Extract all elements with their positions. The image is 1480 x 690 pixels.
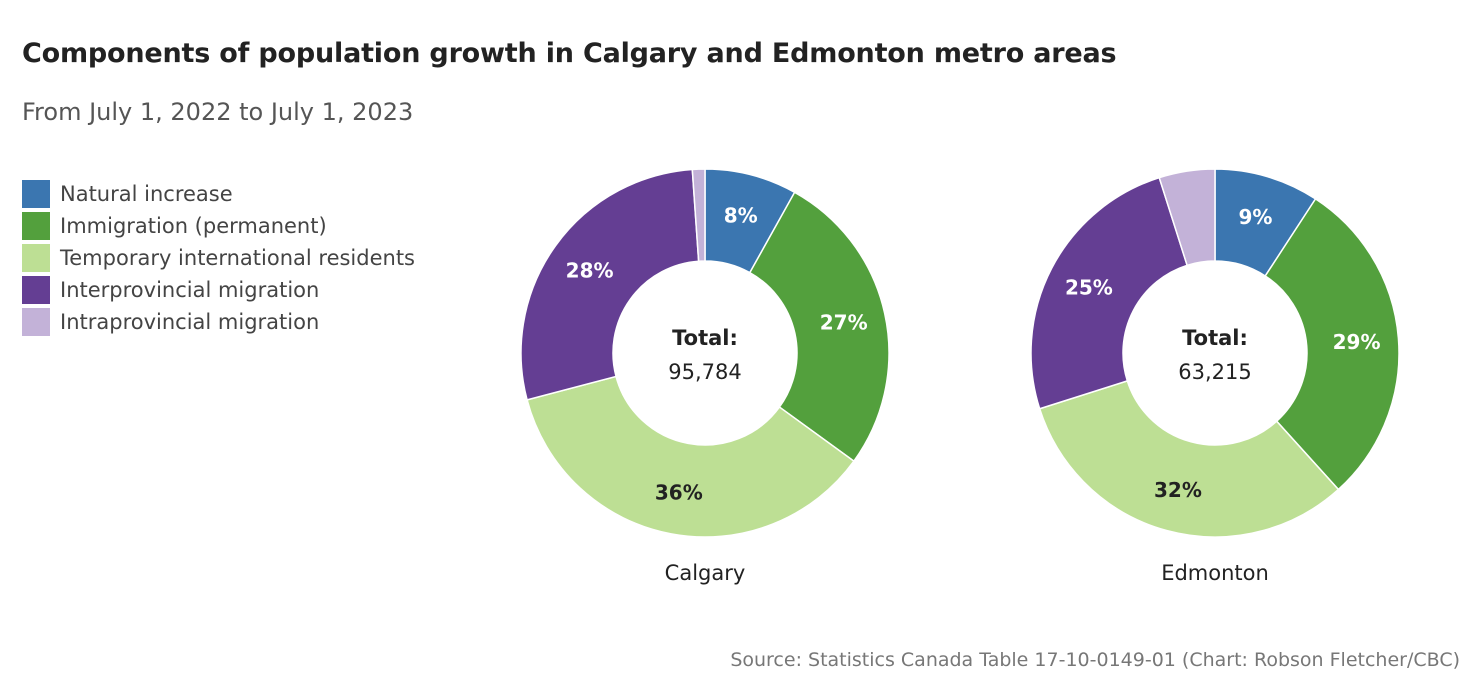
legend-swatch: [22, 180, 50, 208]
slice-label: 32%: [1154, 478, 1202, 502]
legend-label: Immigration (permanent): [60, 214, 327, 238]
slice-intraprovincial-migration: [691, 168, 706, 263]
legend-swatch: [22, 212, 50, 240]
legend-item-natural-increase: Natural increase: [22, 178, 415, 210]
slice-label: 27%: [820, 310, 868, 334]
legend-item-interprovincial: Interprovincial migration: [22, 274, 415, 306]
source-note: Source: Statistics Canada Table 17-10-01…: [730, 649, 1460, 671]
legend-swatch: [22, 244, 50, 272]
slice-label: 9%: [1238, 205, 1272, 229]
slice-temporary-international-residents: [1038, 379, 1340, 538]
legend-swatch: [22, 308, 50, 336]
total-value: 95,784: [668, 360, 741, 384]
slice-label: 8%: [724, 204, 758, 228]
legend-item-temporary-residents: Temporary international residents: [22, 242, 415, 274]
slice-interprovincial-migration: [520, 168, 700, 401]
legend-label: Temporary international residents: [60, 246, 416, 270]
total-value: 63,215: [1178, 360, 1251, 384]
legend-label: Natural increase: [60, 182, 233, 206]
slice-label: 36%: [655, 481, 703, 505]
legend-item-intraprovincial: Intraprovincial migration: [22, 306, 415, 338]
slice-label: 29%: [1333, 330, 1381, 354]
donut-calgary: 8% 27% 36% 28% Total: 95,784 Calgary: [520, 168, 890, 585]
legend: Natural increase Immigration (permanent)…: [22, 178, 415, 338]
chart-subtitle: From July 1, 2022 to July 1, 2023: [22, 98, 414, 126]
slice-label: 28%: [566, 258, 614, 282]
slice-label: 25%: [1065, 276, 1113, 300]
slice-interprovincial-migration: [1030, 176, 1189, 410]
donut-edmonton: 9% 29% 32% 25% Total: 63,215 Edmonton: [1030, 168, 1400, 585]
legend-label: Intraprovincial migration: [60, 310, 320, 334]
total-label: Total:: [1182, 326, 1248, 350]
slice-immigration-permanent: [1264, 197, 1400, 491]
slice-immigration-permanent: [748, 191, 890, 463]
legend-label: Interprovincial migration: [60, 278, 320, 302]
legend-item-immigration: Immigration (permanent): [22, 210, 415, 242]
total-label: Total:: [672, 326, 738, 350]
legend-swatch: [22, 276, 50, 304]
slice-intraprovincial-migration: [1158, 168, 1216, 267]
city-label: Edmonton: [1161, 561, 1269, 585]
chart-title: Components of population growth in Calga…: [22, 38, 1117, 69]
city-label: Calgary: [665, 561, 746, 585]
slice-temporary-international-residents: [526, 375, 855, 538]
